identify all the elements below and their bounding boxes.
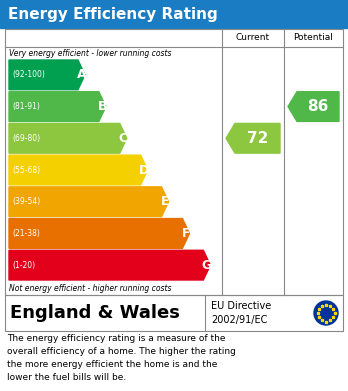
Circle shape [314,301,338,325]
Text: D: D [139,163,149,176]
Text: Potential: Potential [294,34,333,43]
Text: (55-68): (55-68) [12,165,40,174]
Text: G: G [202,258,212,272]
Text: F: F [182,227,190,240]
Text: B: B [98,100,107,113]
Text: 86: 86 [307,99,329,114]
Text: (81-91): (81-91) [12,102,40,111]
Text: The energy efficiency rating is a measure of the
overall efficiency of a home. T: The energy efficiency rating is a measur… [7,334,236,382]
Text: Energy Efficiency Rating: Energy Efficiency Rating [8,7,218,22]
Text: (1-20): (1-20) [12,261,35,270]
Polygon shape [9,250,211,280]
Polygon shape [9,187,168,217]
Text: E: E [161,195,169,208]
Text: C: C [119,132,128,145]
Bar [5,295,343,331]
Text: (69-80): (69-80) [12,134,40,143]
Polygon shape [9,60,85,90]
Text: (39-54): (39-54) [12,197,40,206]
Text: Not energy efficient - higher running costs: Not energy efficient - higher running co… [9,284,172,293]
Text: (92-100): (92-100) [12,70,45,79]
Polygon shape [288,92,339,122]
Polygon shape [9,92,106,122]
Bar [5,29,343,295]
Text: A: A [77,68,86,81]
Text: 72: 72 [247,131,268,146]
Polygon shape [9,124,127,153]
Polygon shape [226,124,280,153]
Text: (21-38): (21-38) [12,229,40,238]
Polygon shape [9,155,148,185]
Text: England & Wales: England & Wales [10,304,180,322]
Polygon shape [9,219,189,248]
Text: Very energy efficient - lower running costs: Very energy efficient - lower running co… [9,49,172,58]
Text: EU Directive
2002/91/EC: EU Directive 2002/91/EC [211,301,271,325]
Text: Current: Current [236,34,270,43]
Bar [0,0,348,28]
